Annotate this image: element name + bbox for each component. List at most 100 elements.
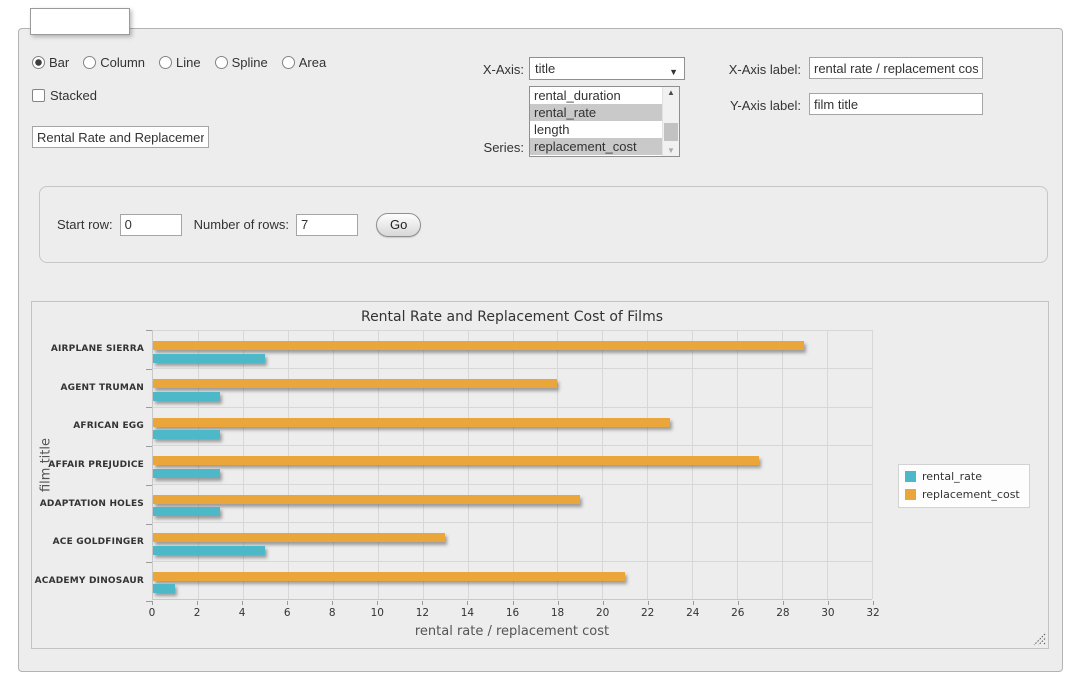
y-axis-label-label: Y-Axis label: xyxy=(729,98,801,113)
x-tick-label: 20 xyxy=(595,607,610,619)
chart-type-option-label: Line xyxy=(176,55,201,70)
x-tick xyxy=(197,601,199,605)
num-rows-input[interactable] xyxy=(296,213,358,236)
chart-type-option-spline[interactable]: Spline xyxy=(214,55,268,70)
chart-type-option-column[interactable]: Column xyxy=(83,55,145,70)
bar-rental_rate[interactable] xyxy=(153,391,221,401)
series-multiselect[interactable]: rental_duration rental_rate length replacem… xyxy=(529,86,680,157)
num-rows-label: Number of rows: xyxy=(193,217,289,232)
start-row-input[interactable] xyxy=(119,213,182,236)
y-tick xyxy=(146,484,152,486)
chart-type-option-bar[interactable]: Bar xyxy=(32,55,69,70)
category-label: AIRPLANE SIERRA xyxy=(50,344,144,355)
gridline xyxy=(872,330,873,599)
x-tick xyxy=(287,601,289,605)
x-tick xyxy=(467,601,469,605)
series-option-rental_duration[interactable]: rental_duration xyxy=(534,88,621,103)
x-tick-label: 8 xyxy=(328,607,336,619)
row-range-controls: Start row: Number of rows: Go xyxy=(39,186,1048,263)
category-band xyxy=(153,406,872,445)
x-tick xyxy=(827,601,829,605)
chart-type-option-label: Area xyxy=(298,55,327,70)
x-axis-select[interactable]: title ▼ xyxy=(529,57,685,80)
chart-type-radio-line[interactable] xyxy=(159,56,173,69)
stacked-label: Stacked xyxy=(50,88,97,103)
bar-replacement_cost[interactable] xyxy=(153,417,670,427)
y-tick xyxy=(146,601,152,602)
bar-rental_rate[interactable] xyxy=(153,507,221,517)
chart-type-radio-spline[interactable] xyxy=(214,56,228,69)
category-band xyxy=(153,560,872,599)
go-button[interactable]: Go xyxy=(376,212,422,237)
legend-item-rental_rate[interactable]: rental_rate xyxy=(905,470,1020,483)
x-axis-label-input[interactable] xyxy=(809,57,983,79)
scroll-up-icon[interactable]: ▲ xyxy=(667,88,675,97)
legend-item-replacement_cost[interactable]: replacement_cost xyxy=(905,488,1020,501)
series-select-label: Series: xyxy=(483,140,524,155)
chart-type-option-area[interactable]: Area xyxy=(281,55,327,70)
series-option-replacement_cost[interactable]: replacement_cost xyxy=(530,138,662,155)
legend-label: replacement_cost xyxy=(922,488,1020,501)
scroll-down-icon[interactable]: ▼ xyxy=(667,146,675,155)
chart-type-option-line[interactable]: Line xyxy=(159,55,201,70)
bar-replacement_cost[interactable] xyxy=(153,379,558,389)
chart-type-option-label: Bar xyxy=(49,55,70,70)
bar-rental_rate[interactable] xyxy=(153,468,221,478)
y-axis-label-input[interactable] xyxy=(809,93,983,115)
chart-category-labels: AIRPLANE SIERRA AGENT TRUMAN AFRICAN EGG AF… xyxy=(32,330,144,600)
stacked-option[interactable]: Stacked xyxy=(32,88,97,103)
y-tick xyxy=(146,330,152,331)
x-tick xyxy=(782,601,784,605)
bar-rental_rate[interactable] xyxy=(153,584,176,594)
gridline xyxy=(827,330,829,599)
chart-type-radio-area[interactable] xyxy=(281,56,295,69)
chart-type-radio-column[interactable] xyxy=(83,56,97,69)
scrollbar-thumb[interactable] xyxy=(664,123,678,141)
bar-rental_rate[interactable] xyxy=(153,430,221,440)
category-band xyxy=(153,445,872,483)
legend-swatch xyxy=(905,489,916,500)
x-tick xyxy=(152,601,153,605)
x-tick xyxy=(377,601,379,605)
x-tick xyxy=(602,601,604,605)
chart-x-tick-labels: 0 2 4 6 8 10 12 14 16 18 20 22 24 26 28 30 32 xyxy=(148,607,880,621)
series-option-rental_rate[interactable]: rental_rate xyxy=(530,104,662,121)
x-tick-label: 4 xyxy=(238,607,246,619)
y-tick xyxy=(146,368,152,370)
bar-replacement_cost[interactable] xyxy=(153,456,760,466)
stacked-checkbox[interactable] xyxy=(32,89,45,102)
x-tick-label: 14 xyxy=(460,607,475,619)
x-tick-label: 2 xyxy=(193,607,201,619)
x-tick xyxy=(242,601,244,605)
x-tick-label: 12 xyxy=(415,607,430,619)
category-label: AFRICAN EGG xyxy=(73,421,144,432)
bar-rental_rate[interactable] xyxy=(153,545,266,555)
chart-x-ticks xyxy=(152,601,874,606)
bar-replacement_cost[interactable] xyxy=(153,571,625,581)
resize-handle-icon[interactable] xyxy=(1033,633,1046,646)
x-tick-label: 6 xyxy=(283,607,291,619)
chart-title-input[interactable] xyxy=(32,126,209,148)
category-band xyxy=(153,330,872,368)
x-tick-label: 0 xyxy=(148,607,156,619)
chart-type-radio-bar[interactable] xyxy=(32,56,45,69)
x-tick xyxy=(737,601,739,605)
bar-replacement_cost[interactable] xyxy=(153,341,805,350)
category-band xyxy=(153,522,872,560)
x-tick-label: 10 xyxy=(370,607,384,619)
scrollbar[interactable]: ▲ ▼ xyxy=(662,87,679,156)
bar-rental_rate[interactable] xyxy=(153,353,266,363)
plot-bands xyxy=(153,330,872,599)
bar-replacement_cost[interactable] xyxy=(153,533,445,543)
chart-type-option-label: Column xyxy=(100,55,146,70)
x-tick xyxy=(647,601,649,605)
series-multiselect-options: rental_duration rental_rate length replacem… xyxy=(530,87,662,156)
x-tick-label: 18 xyxy=(550,607,565,619)
bar-replacement_cost[interactable] xyxy=(153,494,580,504)
x-tick-label: 22 xyxy=(641,607,655,619)
x-tick xyxy=(512,601,514,605)
series-option-length[interactable]: length xyxy=(534,122,570,137)
panel-title xyxy=(30,8,130,35)
x-tick xyxy=(332,601,334,605)
